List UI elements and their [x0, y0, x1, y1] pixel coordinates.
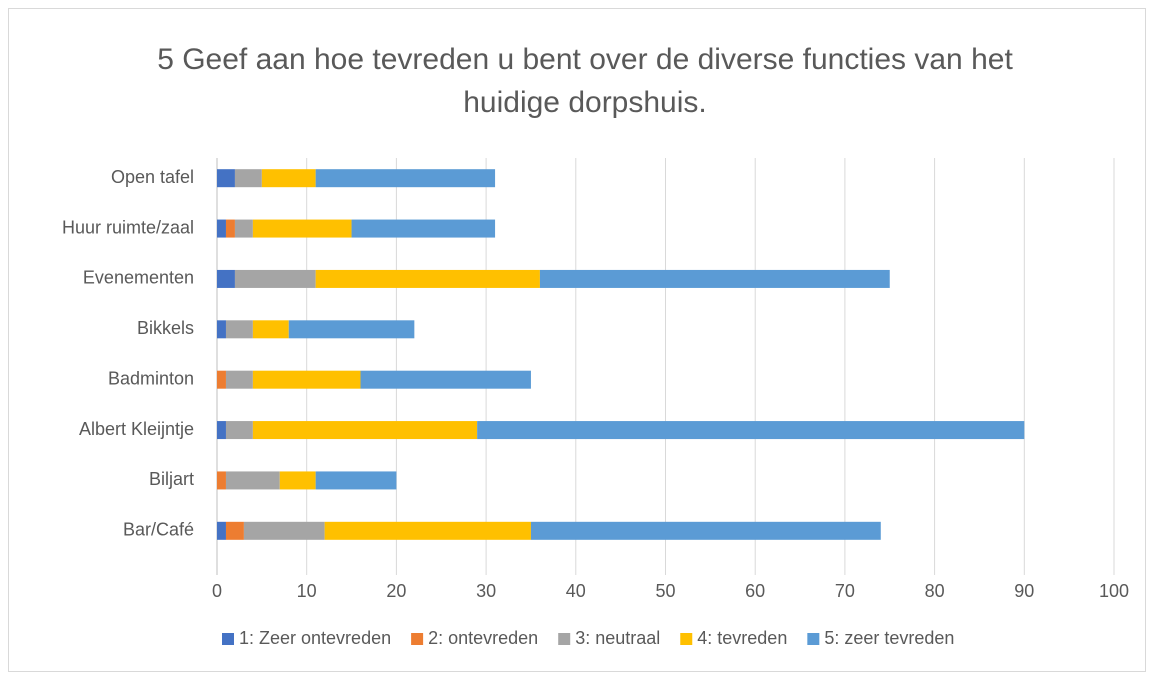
- bar-segment: [261, 169, 316, 188]
- y-tick-label: Evenementen: [83, 268, 194, 288]
- bar-segment: [217, 169, 235, 188]
- bar-segment: [252, 219, 352, 238]
- bar-segment: [217, 471, 226, 490]
- x-tick-label: 80: [925, 581, 945, 601]
- bar-segment: [539, 269, 890, 288]
- x-tick-label: 100: [1099, 581, 1129, 601]
- legend-swatch: [680, 633, 693, 645]
- bar-segment: [477, 421, 1025, 440]
- x-tick-label: 60: [745, 581, 765, 601]
- legend-swatch: [558, 633, 571, 645]
- legend-label: 4: tevreden: [697, 628, 787, 648]
- x-tick-label: 10: [297, 581, 317, 601]
- bar-segment: [360, 370, 531, 389]
- x-tick-label: 90: [1014, 581, 1034, 601]
- bar-segment: [243, 521, 325, 540]
- bar-segment: [225, 219, 235, 238]
- bar-segment: [324, 521, 531, 540]
- legend-swatch: [807, 633, 820, 645]
- bar-segment: [217, 370, 226, 389]
- bar-segment: [217, 421, 226, 440]
- bar-segment: [225, 370, 253, 389]
- bar-segment: [234, 169, 262, 188]
- bar-segment: [279, 471, 316, 490]
- bar-segment: [217, 269, 235, 288]
- legend-label: 5: zeer tevreden: [824, 628, 954, 648]
- x-tick-label: 40: [566, 581, 586, 601]
- bar-segment: [225, 320, 253, 339]
- y-tick-label: Biljart: [149, 469, 194, 489]
- y-tick-label: Bikkels: [137, 318, 194, 338]
- bar-segment: [217, 521, 226, 540]
- bar-segment: [315, 269, 540, 288]
- bar-segment: [315, 169, 496, 188]
- legend-label: 2: ontevreden: [428, 628, 538, 648]
- y-tick-label: Badminton: [108, 368, 194, 388]
- x-tick-label: 70: [835, 581, 855, 601]
- y-tick-label: Open tafel: [111, 167, 194, 187]
- bar-segment: [530, 521, 881, 540]
- bar-segment: [252, 320, 289, 339]
- y-tick-label: Bar/Café: [123, 520, 194, 540]
- legend-swatch: [411, 633, 424, 645]
- y-tick-label: Huur ruimte/zaal: [62, 217, 194, 237]
- x-tick-label: 30: [476, 581, 496, 601]
- x-tick-label: 0: [212, 581, 222, 601]
- bar-segment: [252, 370, 361, 389]
- legend-label: 3: neutraal: [575, 628, 660, 648]
- bar-segment: [225, 421, 253, 440]
- x-tick-label: 20: [386, 581, 406, 601]
- bar-segment: [315, 471, 397, 490]
- bar-segment: [217, 320, 226, 339]
- bar-segment: [234, 269, 316, 288]
- legend-swatch: [222, 633, 234, 645]
- chart-frame: [8, 8, 1146, 672]
- bar-segment: [288, 320, 415, 339]
- y-tick-label: Albert Kleijntje: [79, 419, 194, 439]
- chart-title: 5 Geef aan hoe tevreden u bent over de d…: [157, 43, 1013, 119]
- bar-segment: [234, 219, 253, 238]
- bar-segment: [225, 521, 244, 540]
- bar-segment: [217, 219, 226, 238]
- bar-segment: [351, 219, 496, 238]
- x-tick-label: 50: [655, 581, 675, 601]
- bar-segment: [225, 471, 280, 490]
- bar-segment: [252, 421, 478, 440]
- legend-label: 1: Zeer ontevreden: [239, 628, 391, 648]
